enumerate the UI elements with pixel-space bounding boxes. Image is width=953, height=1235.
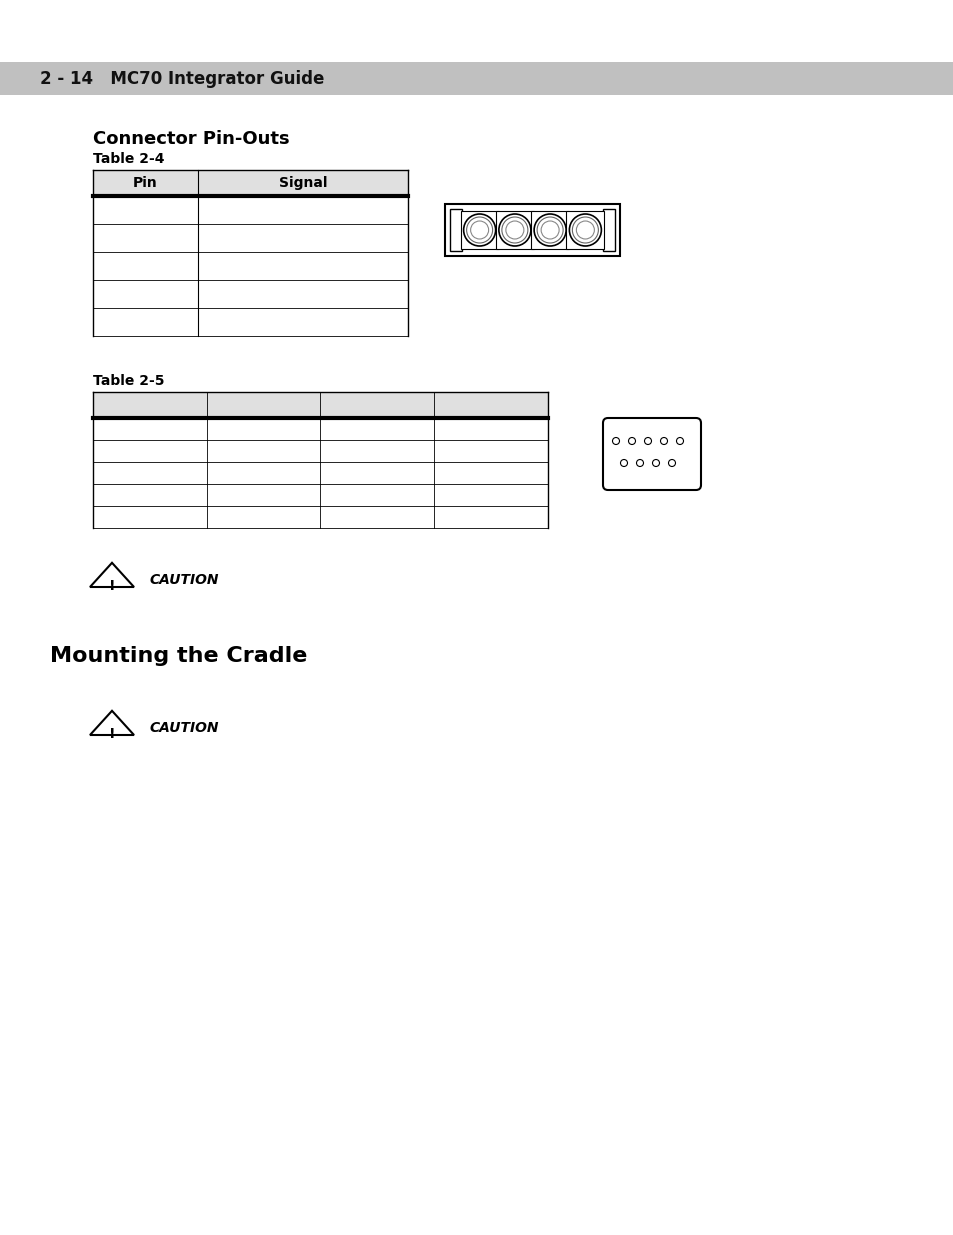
- Circle shape: [659, 437, 667, 445]
- Circle shape: [628, 437, 635, 445]
- Text: Mounting the Cradle: Mounting the Cradle: [50, 646, 307, 666]
- Circle shape: [619, 459, 627, 467]
- Text: !: !: [109, 579, 115, 593]
- Bar: [92, 391, 547, 417]
- Bar: [460, 211, 498, 249]
- Bar: [566, 211, 604, 249]
- Circle shape: [463, 214, 496, 246]
- Circle shape: [636, 459, 643, 467]
- Text: 2 - 14   MC70 Integrator Guide: 2 - 14 MC70 Integrator Guide: [40, 69, 324, 88]
- Bar: [92, 170, 408, 196]
- Circle shape: [498, 214, 530, 246]
- Circle shape: [572, 217, 598, 243]
- Text: CAUTION: CAUTION: [150, 573, 219, 587]
- Polygon shape: [90, 563, 133, 587]
- Circle shape: [644, 437, 651, 445]
- Circle shape: [612, 437, 618, 445]
- Polygon shape: [90, 711, 133, 735]
- Text: Pin: Pin: [133, 177, 157, 190]
- Circle shape: [569, 214, 600, 246]
- Bar: [450, 209, 461, 251]
- Bar: [531, 211, 569, 249]
- Bar: [0, 62, 953, 95]
- Circle shape: [576, 221, 594, 240]
- Text: Signal: Signal: [278, 177, 327, 190]
- Text: Table 2-5: Table 2-5: [92, 374, 164, 388]
- Circle shape: [540, 221, 558, 240]
- Circle shape: [668, 459, 675, 467]
- Circle shape: [501, 217, 527, 243]
- Text: Table 2-4: Table 2-4: [92, 152, 164, 165]
- Text: Connector Pin-Outs: Connector Pin-Outs: [92, 130, 290, 148]
- Circle shape: [652, 459, 659, 467]
- Bar: [444, 204, 619, 256]
- Circle shape: [534, 214, 565, 246]
- Circle shape: [466, 217, 492, 243]
- Circle shape: [505, 221, 523, 240]
- Circle shape: [676, 437, 682, 445]
- Text: CAUTION: CAUTION: [150, 721, 219, 735]
- FancyBboxPatch shape: [602, 417, 700, 490]
- Circle shape: [470, 221, 488, 240]
- Bar: [496, 211, 534, 249]
- Bar: [602, 209, 615, 251]
- Circle shape: [537, 217, 562, 243]
- Text: !: !: [109, 727, 115, 741]
